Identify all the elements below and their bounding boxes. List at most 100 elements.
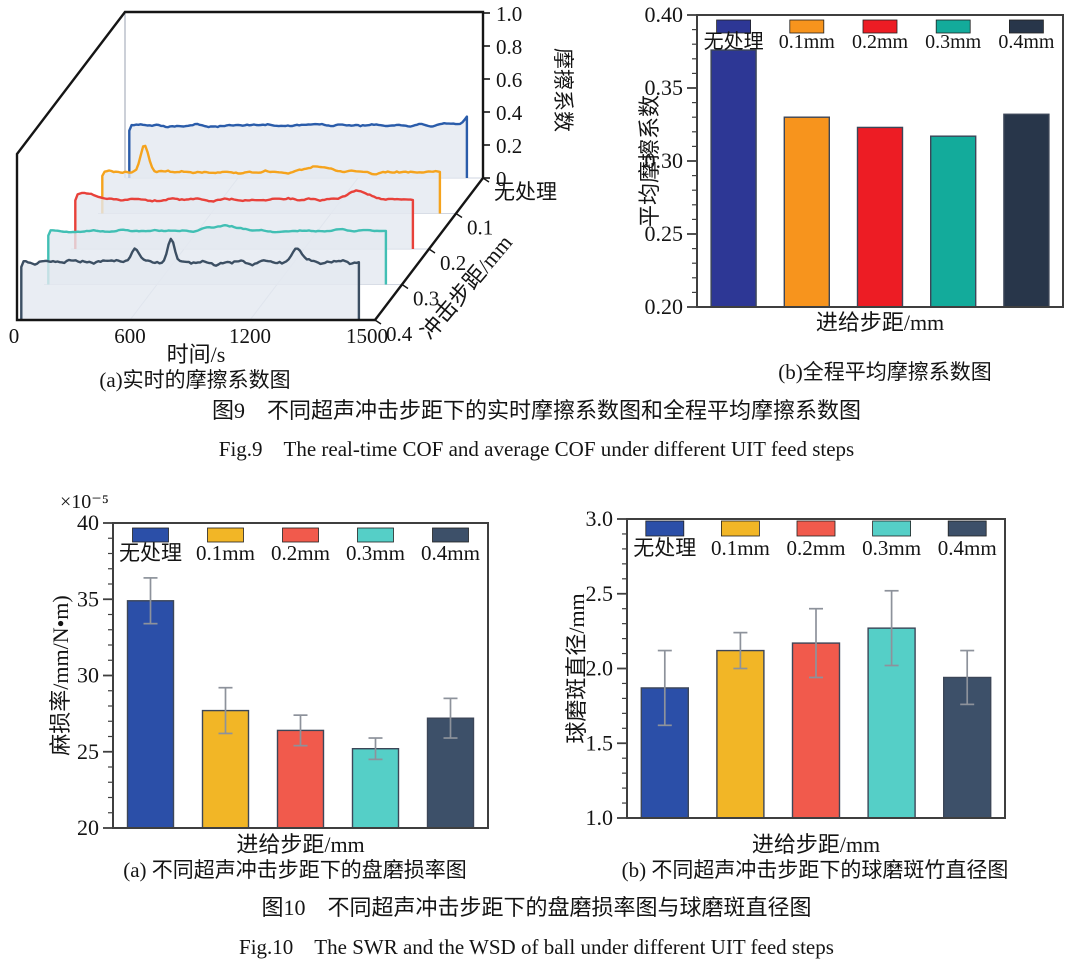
legend-swatch-0.4mm (947, 520, 987, 537)
legend-label-0.4mm: 0.4mm (998, 31, 1055, 53)
depth-tick-label: 0.2 (440, 251, 466, 275)
legend-label-0.2mm: 0.2mm (271, 541, 330, 565)
depth-tick-label: 无处理 (494, 180, 557, 204)
ball-wsd-bar-chart: 1.0 1.5 2.0 2.5 3.0 无处理 0.1mm 0.2mm 0.3mm 0.4mm 进给… (564, 506, 1006, 857)
legend-swatch-0.2mm (796, 520, 836, 537)
x-axis-label: 进给步距/mm (816, 310, 944, 335)
legend-swatch-无处理 (132, 527, 169, 543)
legend-swatch-0.2mm (862, 19, 898, 34)
y-axis-label: 平均摩擦系数 (637, 95, 662, 227)
y-tick-label: 0.20 (645, 294, 684, 319)
z-tick-label: 0.6 (496, 68, 522, 92)
disc-wear-rate-bar-chart: 20 25 30 35 40 无处理 0.1mm 0.2mm 0.3mm 0.4mm 进给步距/mm… (48, 491, 489, 857)
figure9-caption-en: Fig.9 The real-time COF and average COF … (218, 437, 855, 461)
legend-swatch-0.3mm (935, 19, 971, 34)
y-tick-label: 30 (77, 663, 99, 688)
x-axis-label: 进给步距/mm (752, 832, 880, 857)
depth-tick-label: 0.3 (413, 287, 439, 311)
cof-curve-0.1 (101, 144, 442, 214)
figure10-caption-en: Fig.10 The SWR and the WSD of ball under… (239, 935, 834, 959)
legend-swatch-0.3mm (872, 520, 912, 537)
plot-frame (626, 518, 1006, 819)
bar-0.4mm (1003, 113, 1050, 308)
depth-tick-label: 0.4 (386, 322, 413, 346)
y-tick-label: 40 (77, 510, 99, 535)
figure10-caption-cn: 图10 不同超声冲击步距下的盘磨损率图与球磨斑直径图 (261, 895, 812, 920)
legend-swatch-0.4mm (1008, 19, 1044, 34)
y-tick-label: 35 (77, 586, 99, 611)
legend-label-0.4mm: 0.4mm (938, 536, 997, 560)
plot-frame (696, 14, 1064, 308)
average-cof-bar-chart: 0.20 0.25 0.30 0.35 0.40 无处理 0.1mm 0.2mm 0.3mm 0.… (637, 2, 1064, 335)
y-tick-label: 0.25 (645, 221, 684, 246)
depth-tick (428, 248, 436, 254)
x-tick-label: 1500 (346, 324, 388, 348)
plot-frame (112, 522, 489, 829)
legend-swatch-0.1mm (207, 527, 244, 543)
cof-curve-无处理 (128, 115, 469, 178)
y-axis-label: 球磨斑直径/mm (564, 593, 589, 743)
legend-swatch-0.1mm (789, 19, 825, 34)
x-tick-label: 600 (114, 324, 146, 348)
y-tick-label: 1.0 (586, 805, 614, 830)
x-tick-label: 0 (9, 324, 20, 348)
y-tick-label: 2.0 (586, 656, 614, 681)
y-tick-label: 25 (77, 739, 99, 764)
z-tick-label: 0.8 (496, 35, 522, 59)
x-tick-label: 1200 (229, 324, 271, 348)
depth-tick (455, 212, 463, 219)
legend-label-无处理: 无处理 (119, 541, 182, 565)
y-tick-label: 2.5 (586, 581, 614, 606)
legend-swatch-无处理 (716, 19, 751, 34)
z-tick-label: 0.2 (496, 134, 522, 158)
legend-label-0.2mm: 0.2mm (852, 31, 909, 53)
depth-tick (374, 319, 382, 325)
legend-label-0.3mm: 0.3mm (346, 541, 405, 565)
legend-label-0.2mm: 0.2mm (787, 536, 846, 560)
legend-swatch-0.1mm (720, 520, 760, 537)
legend-label-无处理: 无处理 (704, 30, 764, 53)
x-axis-label: 进给步距/mm (236, 832, 364, 857)
figure9-caption-cn: 图9 不同超声冲击步距下的实时摩擦系数图和全程平均摩擦系数图 (211, 398, 861, 423)
legend-swatch-0.4mm (432, 527, 469, 543)
legend-label-0.1mm: 0.1mm (779, 31, 836, 53)
panel-a-caption-fig10: (a) 不同超声冲击步距下的盘磨损率图 (123, 858, 467, 882)
z-tick-label: 0 (496, 167, 507, 191)
y-tick-label: 3.0 (586, 506, 614, 531)
y-tick-label: 0.35 (645, 75, 684, 100)
cof-curve-0.4 (20, 237, 361, 320)
bar-0.3mm (930, 135, 977, 308)
legend-label-无处理: 无处理 (633, 536, 696, 560)
bar-0.3mm (351, 748, 400, 829)
bar-0.1mm (783, 116, 831, 308)
y-axis-label: 麻损率/mm/N•m) (48, 595, 73, 755)
legend-swatch-0.2mm (282, 527, 319, 543)
y-tick-label: 0.40 (645, 2, 684, 27)
legend-label-0.3mm: 0.3mm (862, 536, 921, 560)
x-axis-label: 时间/s (167, 342, 226, 367)
legend-label-0.1mm: 0.1mm (711, 536, 770, 560)
z-axis-label: 摩擦系数 (551, 48, 575, 132)
panel-a-caption-fig9: (a)实时的摩擦系数图 (99, 368, 291, 392)
cof-curve-0.2 (74, 189, 415, 249)
cof-ribbon-0.4 (21, 238, 359, 320)
bar-无处理 (710, 49, 757, 308)
y-tick-label: 1.5 (586, 730, 614, 755)
y-tick-label: 0.30 (645, 148, 684, 173)
depth-tick (401, 283, 409, 290)
cof-ribbon-无处理 (129, 116, 467, 178)
bar-0.2mm (856, 126, 904, 308)
panel-b-caption-fig10: (b) 不同超声冲击步距下的球磨斑竹直径图 (621, 858, 1009, 882)
depth-tick (482, 177, 490, 183)
legend-label-0.4mm: 0.4mm (421, 541, 480, 565)
cof-curve-0.3 (47, 223, 388, 285)
bar-无处理 (126, 600, 175, 829)
z-tick-label: 0.4 (496, 101, 523, 125)
z-tick-label: 1.0 (496, 2, 522, 26)
y-axis-multiplier: ×10⁻⁵ (60, 491, 109, 513)
y-tick-label: 20 (77, 815, 99, 840)
bar-0.1mm (716, 649, 765, 819)
legend-label-0.1mm: 0.1mm (196, 541, 255, 565)
